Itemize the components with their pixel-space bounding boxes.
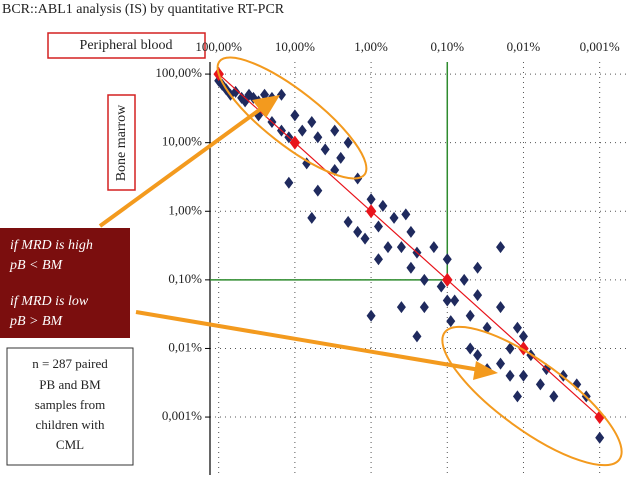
data-point [496, 357, 506, 370]
highlight-ellipse [441, 325, 623, 467]
data-point [419, 273, 429, 286]
x-label-box [47, 32, 206, 59]
data-point [465, 309, 475, 322]
data-point [465, 342, 475, 355]
fit-point [289, 135, 301, 150]
data-point [505, 369, 515, 382]
data-point [276, 88, 286, 101]
data-point [396, 301, 406, 314]
data-point [297, 124, 307, 137]
data-point [307, 116, 317, 129]
chart-title: BCR::ABL1 analysis (IS) by quantitative … [2, 2, 285, 17]
mrd-text: pB > BM [9, 314, 64, 329]
n-text: PB and BM [39, 377, 101, 392]
mrd-box [0, 228, 130, 338]
n-text: n = 287 paired [32, 356, 108, 371]
data-point [406, 261, 416, 274]
x-tick-label: 100,00% [195, 39, 242, 54]
arrow [98, 106, 264, 228]
x-tick-label: 0,01% [507, 39, 541, 54]
data-point [518, 369, 528, 382]
data-point [459, 273, 469, 286]
n-text: CML [56, 437, 84, 452]
arrow-head [473, 361, 498, 380]
data-point [366, 193, 376, 206]
data-point [383, 241, 393, 254]
n-text: samples from [35, 397, 105, 412]
y-label-box [107, 94, 136, 191]
data-point [290, 109, 300, 122]
data-point [512, 321, 522, 334]
data-point [473, 349, 483, 362]
data-point [353, 225, 363, 238]
annotations [98, 56, 623, 467]
arrow [135, 310, 481, 372]
y-axis-label: Bone marrow [114, 104, 129, 181]
data-point [313, 131, 323, 144]
data-point [320, 143, 330, 156]
data-point [373, 220, 383, 233]
arrow-head [252, 95, 280, 118]
y-tick-label: 0,01% [168, 339, 202, 354]
data-point [343, 215, 353, 228]
x-tick-label: 0,10% [430, 39, 464, 54]
data-point [473, 261, 483, 274]
n-box [6, 347, 134, 466]
data-point [442, 294, 452, 307]
data-point [336, 151, 346, 164]
data-point [406, 225, 416, 238]
data-point [330, 124, 340, 137]
data-point [412, 330, 422, 343]
data-point [401, 208, 411, 221]
data-point [360, 232, 370, 245]
data-point [313, 184, 323, 197]
data-point [505, 342, 515, 355]
x-axis-label: Peripheral blood [80, 38, 173, 53]
data-point [595, 431, 605, 444]
data-point [343, 136, 353, 149]
data-point [496, 241, 506, 254]
data-point [518, 330, 528, 343]
x-tick-label: 1,00% [354, 39, 388, 54]
fit-point [442, 272, 453, 287]
data-point [512, 390, 522, 403]
data-point [535, 378, 545, 391]
data-point [307, 211, 317, 224]
data-point [549, 390, 559, 403]
highlight-ellipse [216, 56, 368, 180]
data-point [231, 85, 241, 98]
y-tick-label: 100,00% [155, 65, 202, 80]
data-point [284, 176, 294, 189]
data-point [429, 241, 439, 254]
plot-area: 100,00% 10,00% 1,00% 0,10% 0,01% 0,001% 100,00… [155, 39, 630, 475]
data-point [442, 253, 452, 266]
mrd-text: if MRD is low [10, 294, 89, 309]
mrd-text: pB < BM [9, 258, 64, 273]
data-point [436, 280, 446, 293]
y-tick-label: 0,001% [162, 408, 202, 423]
data-point [366, 309, 376, 322]
data-point [378, 199, 388, 212]
fit-line [218, 73, 601, 418]
data-point [419, 301, 429, 314]
x-tick-label: 10,00% [275, 39, 315, 54]
x-tick-label: 0,001% [580, 39, 620, 54]
fit-point [365, 204, 377, 219]
data-point [450, 294, 460, 307]
y-tick-label: 10,00% [162, 134, 202, 149]
data-point [473, 289, 483, 302]
y-tick-label: 0,10% [168, 271, 202, 286]
y-tick-label: 1,00% [168, 202, 202, 217]
data-point [373, 253, 383, 266]
mrd-text: if MRD is high [10, 238, 93, 253]
n-text: children with [36, 417, 105, 432]
data-point [446, 315, 456, 328]
data-point [496, 301, 506, 314]
data-point [396, 241, 406, 254]
data-point [389, 211, 399, 224]
